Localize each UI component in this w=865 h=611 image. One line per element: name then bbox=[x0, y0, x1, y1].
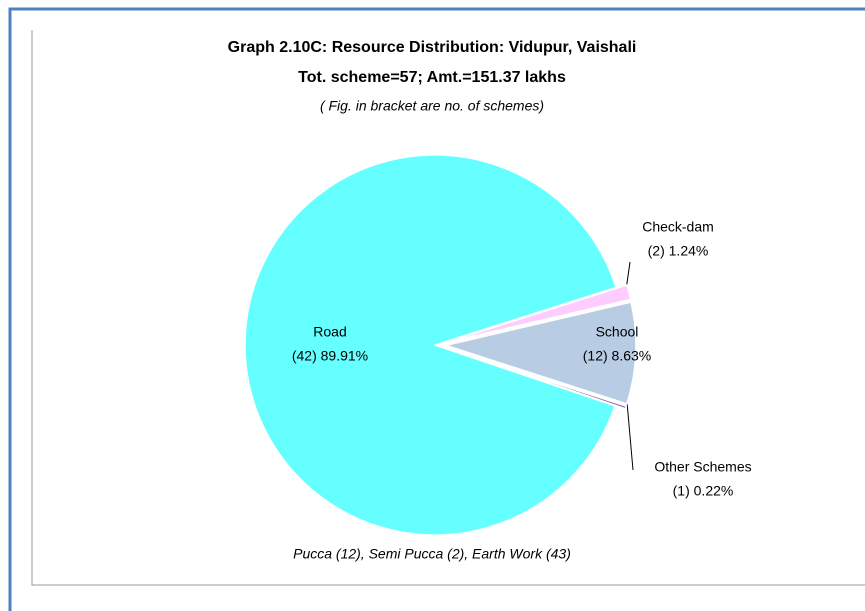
plot-frame bbox=[31, 30, 865, 586]
slice-label: Road bbox=[313, 324, 346, 340]
slice-value-label: (12) 8.63% bbox=[583, 348, 651, 364]
chart-footer: Pucca (12), Semi Pucca (2), Earth Work (… bbox=[293, 546, 571, 562]
pie-slice bbox=[445, 347, 628, 410]
slice-label: School bbox=[596, 324, 639, 340]
slice-label: Check-dam bbox=[642, 219, 714, 235]
chart-title: Graph 2.10C: Resource Distribution: Vidu… bbox=[228, 39, 637, 56]
chart-subtitle: Tot. scheme=57; Amt.=151.37 lakhs bbox=[298, 69, 566, 86]
slice-label: Other Schemes bbox=[654, 459, 751, 475]
slice-value-label: (1) 0.22% bbox=[673, 483, 734, 499]
slice-value-label: (42) 89.91% bbox=[292, 348, 368, 364]
pie-slice bbox=[244, 154, 618, 536]
leader-line bbox=[626, 401, 634, 471]
chart-note: ( Fig. in bracket are no. of schemes) bbox=[320, 98, 544, 114]
slice-value-label: (2) 1.24% bbox=[648, 243, 709, 259]
pie-slice bbox=[443, 301, 637, 405]
outer-frame bbox=[8, 7, 865, 611]
pie-slice bbox=[445, 284, 632, 344]
